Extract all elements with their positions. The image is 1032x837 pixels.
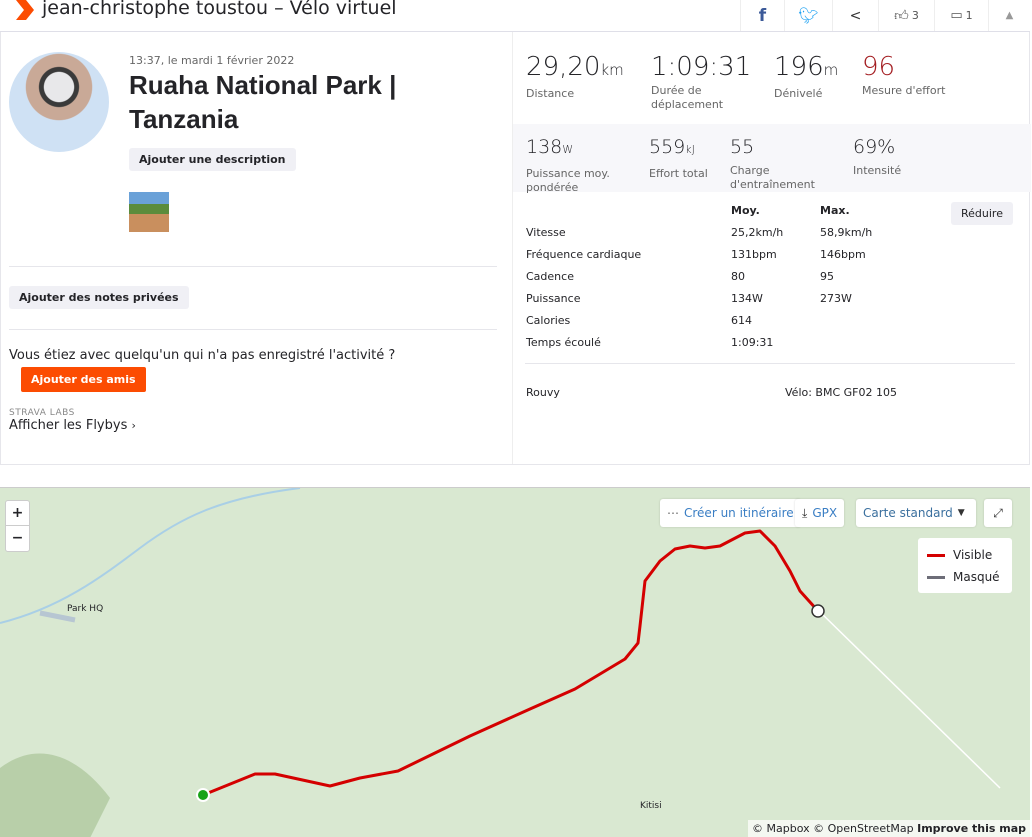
detail-avg: 131bpm <box>731 248 777 261</box>
stat-effort[interactable]: 96 Mesure d'effort <box>862 52 946 97</box>
fullscreen-icon: ⤢ <box>993 505 1003 520</box>
twitter-icon: 🐦︎ <box>798 6 819 25</box>
detail-avg: 134W <box>731 292 763 305</box>
improve-map-link[interactable]: Improve this map <box>917 822 1026 835</box>
map-attribution: © Mapbox © OpenStreetMap Improve this ma… <box>748 820 1030 837</box>
detail-max: 58,9km/h <box>820 226 873 239</box>
stat-weighted-power: 138W Puissance moy. pondérée <box>526 136 610 194</box>
detail-label: Cadence <box>526 270 574 283</box>
collapse-button[interactable]: Réduire <box>951 202 1013 225</box>
place-label: Kitisi <box>640 801 662 811</box>
kudos-count: 3 <box>911 9 919 22</box>
activity-summary: 13:37, le mardi 1 février 2022 Ruaha Nat… <box>0 32 1031 465</box>
place-label: Park HQ <box>67 604 104 614</box>
secondary-stats: 138W Puissance moy. pondérée 559kJ Effort … <box>513 124 1031 194</box>
flybys-label: Afficher les Flybys <box>9 418 128 433</box>
add-friends-button[interactable]: Ajouter des amis <box>21 367 146 392</box>
share-button[interactable]: < <box>832 0 878 31</box>
device-name: Rouvy <box>526 386 560 399</box>
detail-max: 273W <box>820 292 852 305</box>
gpx-download-button[interactable]: ⤓ GPX <box>795 499 845 527</box>
avatar[interactable] <box>9 52 109 152</box>
detail-label: Vitesse <box>526 226 566 239</box>
zoom-out-button[interactable]: − <box>11 530 24 546</box>
divider <box>9 266 497 267</box>
zoom-in-button[interactable]: + <box>6 501 29 526</box>
detail-max: 95 <box>820 270 834 283</box>
stat-intensity: 69% Intensité <box>853 136 902 177</box>
activity-header: jean-christophe toustou – Vélo virtuel f… <box>0 0 1030 32</box>
share-icon: < <box>849 7 862 24</box>
stat-distance: 29,20km Distance <box>526 52 624 100</box>
detail-avg: 80 <box>731 270 745 283</box>
detail-label: Fréquence cardiaque <box>526 248 642 261</box>
col-avg-header: Moy. <box>731 204 760 217</box>
map-canvas <box>0 488 1001 837</box>
flybys-link[interactable]: Afficher les Flybys › <box>9 418 136 433</box>
detail-avg: 25,2km/h <box>731 226 784 239</box>
stat-training-load: 55 Charge d'entraînement <box>730 136 815 191</box>
route-line <box>202 529 820 797</box>
legend-hidden: Masqué <box>927 570 1000 584</box>
finish-flag-marker[interactable] <box>811 604 825 618</box>
strava-chevron-icon <box>16 0 34 20</box>
route-map[interactable]: Park HQ Kitisi + − ⋯ Créer un itinéraire … <box>0 487 1030 837</box>
activity-date: 13:37, le mardi 1 février 2022 <box>129 54 295 67</box>
detail-avg: 1:09:31 <box>731 336 774 349</box>
create-route-button[interactable]: ⋯ Créer un itinéraire <box>660 499 801 527</box>
collapse-icon: ▲ <box>1005 10 1014 21</box>
collapse-header-button[interactable]: ▲ <box>988 0 1030 31</box>
stat-moving-time: 1:09:31 Durée de déplacement <box>651 52 752 111</box>
detail-label: Puissance <box>526 292 581 305</box>
stat-elevation: 196m Dénivelé <box>774 52 839 100</box>
divider <box>9 329 497 330</box>
facebook-share-button[interactable]: f <box>740 0 784 31</box>
add-description-button[interactable]: Ajouter une description <box>129 148 296 171</box>
companion-question: Vous étiez avec quelqu'un qui n'a pas en… <box>9 348 396 363</box>
hill-shading <box>0 753 110 837</box>
legend-visible: Visible <box>927 548 992 562</box>
detail-label: Calories <box>526 314 571 327</box>
strava-labs-label: STRAVA LABS <box>9 408 75 418</box>
map-type-dropdown[interactable]: Carte standard ▼ <box>856 499 976 527</box>
comments-count: 1 <box>965 9 973 22</box>
fullscreen-button[interactable]: ⤢ <box>984 499 1012 527</box>
bike-name: Vélo: BMC GF02 105 <box>785 386 897 399</box>
detail-avg: 614 <box>731 314 752 327</box>
kudos-button[interactable]: 👍︎ 3 <box>878 0 934 31</box>
col-max-header: Max. <box>820 204 850 217</box>
zoom-controls: + − <box>5 500 30 552</box>
detail-label: Temps écoulé <box>526 336 601 349</box>
comments-button[interactable]: ▭ 1 <box>934 0 988 31</box>
stat-total-work: 559kJ Effort total <box>649 136 708 180</box>
add-private-notes-button[interactable]: Ajouter des notes privées <box>9 286 189 309</box>
airstrip <box>39 610 76 623</box>
facebook-icon: f <box>758 5 767 26</box>
detail-max: 146bpm <box>820 248 866 261</box>
activity-title: Ruaha National Park | Tanzania <box>129 70 397 134</box>
divider <box>525 363 1015 364</box>
road <box>817 609 1001 789</box>
header-title: jean-christophe toustou – Vélo virtuel <box>42 0 397 19</box>
comment-icon: ▭ <box>950 8 963 23</box>
start-marker[interactable] <box>196 788 210 802</box>
river <box>0 488 301 624</box>
caret-down-icon: ▼ <box>957 508 965 518</box>
thumbs-up-icon: 👍︎ <box>894 8 909 24</box>
route-icon: ⋯ <box>667 506 679 520</box>
map-legend: Visible Masqué <box>918 538 1012 593</box>
twitter-share-button[interactable]: 🐦︎ <box>784 0 832 31</box>
chevron-right-icon: › <box>131 419 136 432</box>
attribution-text[interactable]: © Mapbox © OpenStreetMap <box>752 822 914 835</box>
download-icon: ⤓ <box>802 505 808 520</box>
activity-photo[interactable] <box>129 192 169 232</box>
